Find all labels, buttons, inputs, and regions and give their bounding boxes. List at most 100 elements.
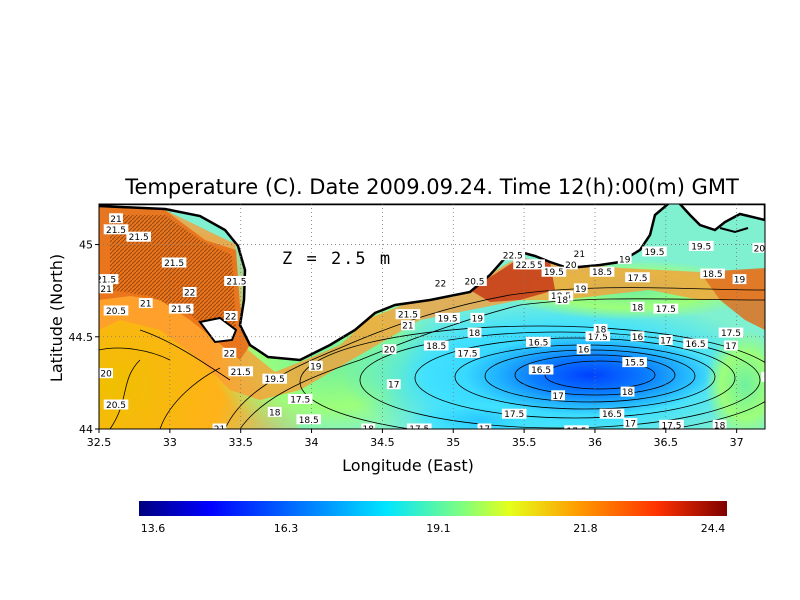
- contour-label-bg: [752, 242, 765, 253]
- colorbar-tick-label: 21.8: [573, 522, 598, 535]
- taman-land: [678, 204, 765, 232]
- contour-label: 21.5: [790, 268, 800, 278]
- contour-label-bg: [470, 312, 485, 323]
- contour-label: 19: [734, 276, 746, 286]
- colorbar-tick-label: 19.1: [426, 522, 451, 535]
- contour-label-bg: [287, 393, 313, 404]
- colorbar-tick-label: 13.6: [141, 522, 166, 535]
- contour-label: 16: [632, 333, 644, 343]
- contour-label-bg: [296, 414, 322, 425]
- contour-label-bg: [262, 373, 288, 384]
- colorbar-tick-label: 24.4: [701, 522, 726, 535]
- contour-label-bg: [224, 275, 249, 286]
- x-tick-label: 34.5: [370, 436, 395, 449]
- hot-east-coast: [700, 268, 765, 330]
- contour-label-bg: [500, 250, 526, 261]
- contour-label-bg: [433, 277, 448, 288]
- contour-label: 17.5: [504, 410, 524, 420]
- contour-label-bg: [382, 344, 397, 355]
- contour-label: 19.5: [438, 314, 458, 324]
- contour-label-bg: [103, 305, 129, 316]
- contour-label: 17.5: [661, 421, 681, 431]
- x-tick-label: 33.5: [228, 436, 253, 449]
- contour-label-bg: [658, 334, 673, 345]
- warm-coastal-band: [99, 204, 765, 400]
- contour-label-bg: [513, 259, 538, 270]
- contour-label: 21.5: [398, 311, 418, 321]
- contour-label: 22: [435, 279, 446, 289]
- contour-label-bg: [576, 344, 591, 355]
- contour-label: 19: [619, 255, 631, 265]
- x-tick-label: 35: [446, 436, 460, 449]
- contour-label: 22: [225, 313, 236, 323]
- contour-label-bg: [435, 312, 460, 323]
- contour-label-bg: [653, 303, 679, 314]
- contour-label-bg: [395, 309, 421, 320]
- contour-label: 21: [214, 425, 225, 435]
- contour-label: 17.5: [409, 425, 429, 435]
- contour-label-bg: [528, 364, 554, 375]
- contour-label: 17.5: [290, 395, 310, 405]
- contour-label: 19: [472, 314, 484, 324]
- map-title: Temperature (C). Date 2009.09.24. Time 1…: [124, 175, 739, 199]
- contour-label: 17: [625, 419, 636, 429]
- contour-label-bg: [126, 231, 151, 242]
- contour-label: 21.5: [164, 259, 184, 269]
- y-tick-label: 45: [79, 239, 93, 252]
- contour-label-bg: [138, 298, 153, 309]
- contour-label-bg: [761, 371, 765, 382]
- contour-label: 20: [384, 346, 396, 356]
- contour-label-bg: [642, 246, 667, 257]
- contour-label: 17.5: [627, 274, 647, 284]
- x-tick-label: 34: [305, 436, 319, 449]
- contour-label: 15.5: [625, 359, 645, 369]
- contour-label-bg: [109, 213, 123, 224]
- contour-label: 18: [557, 296, 569, 306]
- contour-label: 21.5: [106, 226, 126, 236]
- y-axis-label: Latitude (North): [47, 254, 66, 382]
- contour-label-bg: [765, 265, 779, 275]
- plot-frame: [98, 203, 766, 430]
- x-axis-ticks: 32.5 33 33.5 34 34.5 35 35.5 36 36.5 37: [87, 429, 744, 449]
- contour-label: 18.5: [299, 416, 319, 426]
- y-axis-ticks: 44 44.5 45: [69, 239, 99, 436]
- contour-label-bg: [406, 423, 432, 429]
- depth-annotation: Z = 2.5 m: [282, 249, 392, 269]
- x-tick-label: 32.5: [87, 436, 112, 449]
- contour-label: 17: [725, 342, 736, 352]
- contour-label: 16.5: [528, 338, 548, 348]
- crimea-land: [99, 204, 670, 362]
- contour-label-bg: [683, 338, 708, 349]
- contour-label-bg: [212, 423, 227, 429]
- contour-label: 17.5: [656, 305, 676, 315]
- contour-label-bg: [724, 340, 738, 351]
- contour-label-bg: [593, 323, 608, 334]
- contour-label-bg: [617, 253, 632, 264]
- contour-label-bg: [228, 366, 254, 377]
- cold-south-field: [410, 398, 550, 429]
- x-tick-label: 36: [588, 436, 602, 449]
- contour-label: 16.5: [602, 410, 622, 420]
- contour-label: 19: [310, 362, 322, 372]
- contour-label-bg: [99, 283, 113, 294]
- contour-label-bg: [623, 417, 638, 428]
- x-tick-label: 37: [730, 436, 744, 449]
- contour-label: 21.5: [780, 252, 800, 262]
- contour-label-bg: [477, 423, 492, 429]
- contour-label: 20.5: [106, 307, 126, 317]
- contour-label-bg: [572, 248, 587, 259]
- contour-label: 21: [574, 250, 585, 260]
- contour-label: 16.5: [531, 366, 551, 376]
- contour-label-bg: [168, 303, 194, 314]
- x-tick-label: 33: [163, 436, 177, 449]
- x-tick-label: 36.5: [654, 436, 679, 449]
- contour-label-bg: [99, 274, 119, 285]
- contour-label: 19.5: [772, 277, 792, 287]
- contour-label: 17.5: [588, 333, 608, 343]
- contour-label: 21: [775, 244, 786, 254]
- contour-label-bg: [688, 240, 714, 251]
- contour-label-bg: [700, 268, 725, 279]
- contour-label-bg: [630, 301, 645, 312]
- contour-label: 18: [714, 421, 726, 431]
